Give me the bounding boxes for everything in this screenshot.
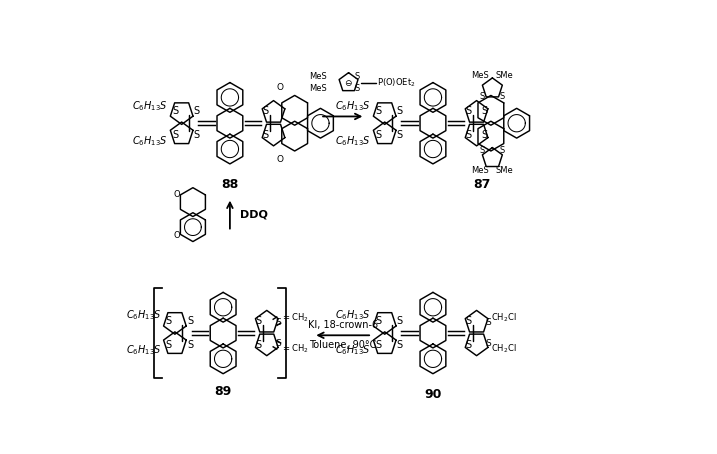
Text: O: O — [276, 83, 283, 92]
Text: $\mathsf{CH_2Cl}$: $\mathsf{CH_2Cl}$ — [491, 311, 516, 324]
Text: $C_6H_{13}S$: $C_6H_{13}S$ — [336, 309, 371, 322]
Text: SMe: SMe — [495, 166, 513, 175]
Text: S: S — [256, 316, 262, 326]
Text: S: S — [485, 339, 491, 348]
Text: $C_6H_{13}S$: $C_6H_{13}S$ — [125, 309, 161, 322]
Text: S: S — [166, 316, 171, 326]
Text: $C_6H_{13}S$: $C_6H_{13}S$ — [125, 344, 161, 357]
Text: S: S — [262, 106, 269, 116]
Text: S: S — [187, 316, 193, 326]
Text: S: S — [375, 106, 381, 116]
Text: S: S — [276, 318, 282, 327]
Text: S: S — [465, 106, 472, 116]
Text: S: S — [375, 340, 381, 350]
Text: $C_6H_{13}S$: $C_6H_{13}S$ — [336, 344, 371, 357]
Text: S: S — [500, 92, 505, 101]
Text: 89: 89 — [214, 385, 232, 398]
Text: S: S — [194, 106, 200, 116]
Text: S: S — [480, 146, 485, 155]
Text: S: S — [262, 130, 269, 140]
Text: KI, 18-crown-6: KI, 18-crown-6 — [308, 321, 378, 331]
Text: S: S — [397, 130, 403, 140]
Text: $C_6H_{13}S$: $C_6H_{13}S$ — [133, 134, 168, 148]
Text: MeS: MeS — [310, 72, 328, 81]
Text: S: S — [482, 130, 488, 140]
Text: DDQ: DDQ — [239, 210, 267, 220]
Text: $C_6H_{13}S$: $C_6H_{13}S$ — [336, 134, 371, 148]
Text: O: O — [174, 189, 180, 198]
Text: S: S — [480, 92, 485, 101]
Text: S: S — [465, 340, 472, 350]
Text: S: S — [375, 130, 381, 140]
Text: Toluene, 90°C: Toluene, 90°C — [309, 340, 376, 350]
Text: S: S — [355, 72, 360, 81]
Text: O: O — [276, 155, 283, 163]
Text: S: S — [500, 146, 505, 155]
Text: $C_6H_{13}S$: $C_6H_{13}S$ — [336, 99, 371, 113]
Text: P(O)OEt$_2$: P(O)OEt$_2$ — [377, 76, 416, 89]
Text: S: S — [256, 340, 262, 350]
Text: S: S — [482, 106, 488, 116]
Text: 88: 88 — [222, 178, 239, 191]
Text: 87: 87 — [473, 178, 491, 191]
Text: SMe: SMe — [495, 71, 513, 80]
Text: MeS: MeS — [472, 71, 489, 80]
Text: $\mathsf{=CH_2}$: $\mathsf{=CH_2}$ — [281, 311, 309, 324]
Text: S: S — [355, 84, 360, 94]
Text: $\ominus$: $\ominus$ — [344, 78, 353, 88]
Text: O: O — [174, 231, 180, 240]
Text: $\mathsf{=CH_2}$: $\mathsf{=CH_2}$ — [281, 342, 309, 355]
Text: $C_6H_{13}S$: $C_6H_{13}S$ — [133, 99, 168, 113]
Text: MeS: MeS — [472, 166, 489, 175]
Text: S: S — [172, 106, 178, 116]
Text: S: S — [465, 316, 472, 326]
Text: S: S — [375, 316, 381, 326]
Text: S: S — [465, 130, 472, 140]
Text: S: S — [397, 340, 403, 350]
Text: 90: 90 — [424, 388, 442, 400]
Text: S: S — [276, 339, 282, 348]
Text: $\mathsf{CH_2Cl}$: $\mathsf{CH_2Cl}$ — [491, 342, 516, 355]
Text: S: S — [172, 130, 178, 140]
Text: S: S — [397, 106, 403, 116]
Text: S: S — [187, 340, 193, 350]
Text: MeS: MeS — [310, 84, 328, 94]
Text: S: S — [397, 316, 403, 326]
Text: S: S — [485, 318, 491, 327]
Text: S: S — [194, 130, 200, 140]
Text: S: S — [166, 340, 171, 350]
